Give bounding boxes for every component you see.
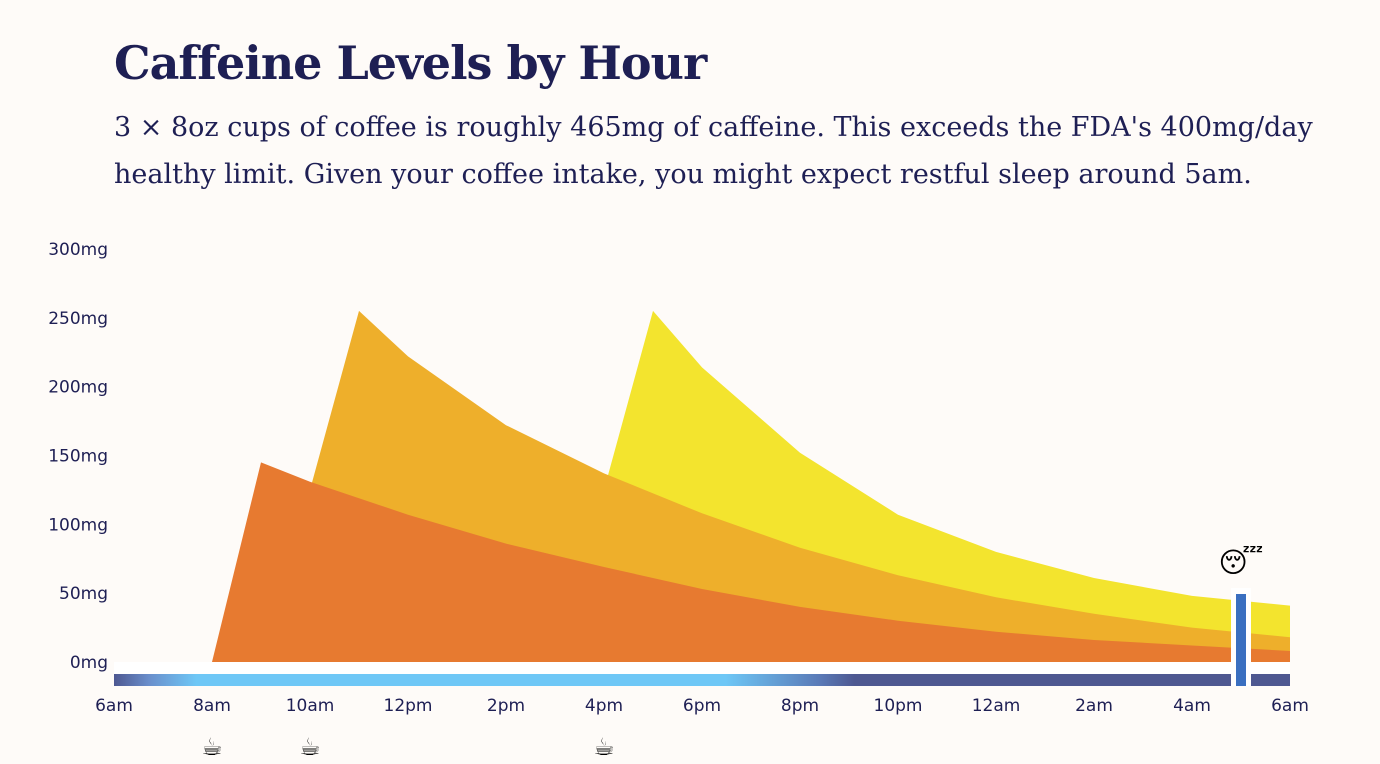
y-tick-label: 50mg <box>59 584 108 604</box>
x-tick-label: 4pm <box>585 696 623 716</box>
timeline-axis <box>114 674 1290 686</box>
x-tick-label: 8pm <box>781 696 819 716</box>
x-tick-label: 12am <box>972 696 1021 716</box>
y-tick-label: 0mg <box>70 653 108 673</box>
chart-title: Caffeine Levels by Hour <box>114 36 707 90</box>
baseline <box>114 662 1290 674</box>
y-axis: 0mg 50mg 100mg 150mg 200mg 250mg 300mg <box>48 240 108 673</box>
y-tick-label: 250mg <box>48 309 108 329</box>
caffeine-areas <box>114 310 1290 674</box>
day-night-band <box>114 674 1290 686</box>
x-axis: 6am 8am 10am 12pm 2pm 4pm 6pm 8pm 10pm 12am 2am 4am… <box>95 696 1309 716</box>
x-tick-label: 4am <box>1173 696 1211 716</box>
intake-markers: ☕ ☕ ☕ 😴 <box>201 546 1263 761</box>
coffee-cup-icon: ☕ <box>593 733 615 761</box>
x-tick-label: 10pm <box>874 696 923 716</box>
y-tick-label: 150mg <box>48 447 108 467</box>
chart-subtitle: 3 × 8oz cups of coffee is roughly 465mg … <box>114 112 1313 190</box>
sleep-marker-bar <box>1236 594 1246 686</box>
coffee-cup-icon: ☕ <box>299 733 321 761</box>
x-tick-label: 2pm <box>487 696 525 716</box>
sleeping-face-icon: 😴 <box>1219 546 1264 579</box>
x-tick-label: 8am <box>193 696 231 716</box>
x-tick-label: 10am <box>286 696 335 716</box>
caffeine-area-3 <box>212 462 1290 662</box>
x-tick-label: 2am <box>1075 696 1113 716</box>
x-tick-label: 12pm <box>384 696 433 716</box>
y-tick-label: 100mg <box>48 515 108 535</box>
y-tick-label: 200mg <box>48 378 108 398</box>
coffee-cup-icon: ☕ <box>201 733 223 761</box>
x-tick-label: 6am <box>95 696 133 716</box>
x-tick-label: 6pm <box>683 696 721 716</box>
y-tick-label: 300mg <box>48 240 108 260</box>
x-tick-label: 6am <box>1271 696 1309 716</box>
